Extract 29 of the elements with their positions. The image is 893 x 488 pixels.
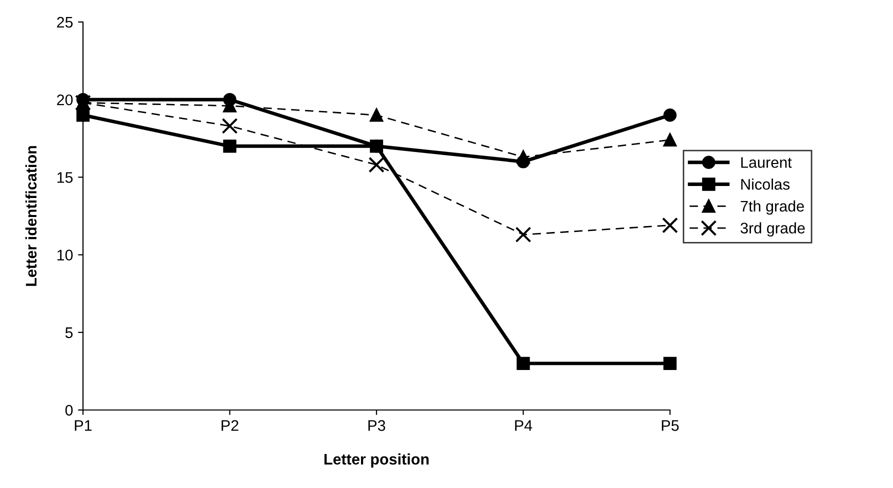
point	[516, 150, 530, 164]
y-tick-label: 10	[57, 250, 73, 260]
legend-label: Nicolas	[741, 178, 790, 190]
point	[663, 133, 677, 147]
point	[223, 140, 236, 153]
x-tick-label: P2	[222, 420, 238, 431]
y-tick-label: 0	[65, 404, 73, 416]
point	[515, 226, 532, 243]
legend-label: 7th grade	[740, 200, 804, 215]
y-tick-label: 20	[57, 94, 73, 106]
x-tick-label: P3	[368, 420, 386, 431]
y-tick-label: 25	[57, 16, 73, 28]
y-axis-title: Letter identification	[25, 146, 37, 286]
point	[516, 356, 530, 370]
x-axis-title: Letter position	[324, 453, 429, 468]
y-tick-label: 15	[57, 172, 73, 183]
legend-label: 3rd grade	[740, 222, 805, 237]
x-tick-label: P5	[662, 420, 679, 431]
point	[368, 156, 384, 173]
y-tick-label: 5	[65, 327, 73, 338]
point	[370, 140, 384, 153]
legend-label: Laurent	[741, 157, 792, 168]
x-tick-label: P4	[515, 420, 532, 431]
point	[663, 356, 677, 370]
point	[662, 217, 678, 234]
x-tick-label: P1	[74, 420, 92, 431]
point	[370, 108, 384, 122]
point	[663, 108, 677, 122]
point	[222, 118, 238, 134]
